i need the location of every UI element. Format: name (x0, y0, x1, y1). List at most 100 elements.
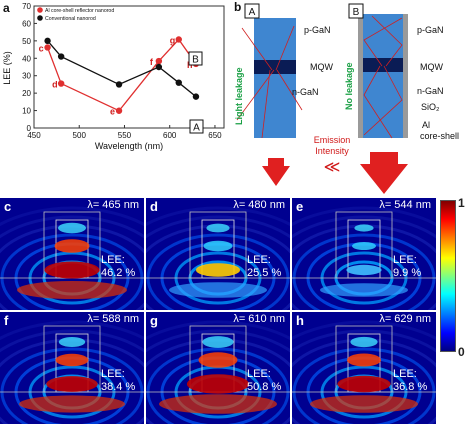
emission-label-line2: Intensity (315, 146, 349, 156)
data-point (155, 63, 163, 71)
legend-marker-conv (37, 15, 43, 21)
hotspot-upper (206, 223, 230, 233)
x-tick-label: 550 (118, 131, 132, 140)
box-label-a-text: A (193, 123, 200, 134)
panel-letter: f (4, 313, 9, 328)
rod-b-label-pgan: p-GaN (417, 25, 444, 35)
lee-value: 25.5 % (247, 267, 282, 279)
hotspot-upper (58, 222, 86, 234)
substrate-glow (310, 395, 418, 413)
field-panel-f: f λ= 588 nm LEE: 38.4 % (0, 312, 144, 424)
hotspot-lower (346, 264, 382, 276)
x-tick-label: 500 (73, 131, 87, 140)
panel-a-letter: a (3, 1, 10, 15)
no-leakage-label: No leakage (344, 62, 354, 110)
box-label-b-text: B (192, 55, 199, 66)
lee-title: LEE: (393, 254, 417, 266)
lee-title: LEE: (101, 368, 125, 380)
hotspot-upper (202, 336, 234, 348)
x-axis-label: Wavelength (nm) (95, 141, 163, 151)
y-axis-label: LEE (%) (2, 51, 12, 85)
hotspot-lower (44, 261, 100, 279)
y-tick-label: 60 (22, 19, 31, 28)
field-panel-g: g λ= 610 nm LEE: 50.8 % (146, 312, 290, 424)
hotspot-middle (203, 240, 233, 252)
data-point (115, 107, 123, 114)
lee-value: 38.4 % (101, 381, 136, 393)
panel-letter: e (296, 199, 304, 214)
legend-marker-al (37, 7, 43, 13)
rod-a-label-pgan: p-GaN (304, 25, 331, 35)
rod-b-label-mqw: MQW (420, 62, 443, 72)
colorbar-max: 1 (458, 196, 465, 210)
panel-letter: c (4, 199, 12, 214)
rod-b-label-sio2: SiO₂ (421, 102, 440, 112)
x-tick-label: 600 (163, 131, 177, 140)
wavelength-label: λ= 544 nm (379, 199, 431, 211)
y-tick-label: 0 (27, 124, 32, 133)
lee-value: 36.8 % (393, 381, 428, 393)
hotspot-upper (58, 337, 86, 347)
data-point (44, 44, 51, 51)
data-point (57, 53, 65, 60)
hotspot-lower (195, 263, 241, 277)
x-tick-label: 450 (27, 131, 41, 140)
lee-label: LEE: 46.2 % (101, 254, 135, 280)
y-tick-label: 40 (22, 54, 31, 63)
light-leakage-label: Light leakage (234, 67, 244, 125)
point-label: g (170, 35, 176, 45)
hotspot-upper (354, 224, 374, 232)
data-point (44, 37, 51, 45)
rod-b-box (348, 3, 364, 19)
light-rays-a (236, 25, 303, 139)
wavelength-label: λ= 480 nm (233, 199, 285, 211)
substrate-glow (320, 283, 408, 297)
y-tick-label: 20 (22, 89, 31, 98)
panel-letter: d (150, 199, 158, 214)
wavelength-label: λ= 588 nm (87, 313, 139, 325)
rod-b-label-core-shell: core-shell (420, 131, 459, 141)
hotspot-lower (186, 374, 250, 394)
point-label: e (110, 107, 115, 117)
lee-value: 50.8 % (247, 381, 282, 393)
compare-symbol: ≪ (324, 159, 341, 176)
wavelength-label: λ= 465 nm (87, 199, 139, 211)
y-tick-label: 10 (22, 107, 31, 116)
lee-title: LEE: (393, 368, 417, 380)
mqw-layer-a (254, 60, 296, 74)
hotspot-upper (350, 336, 378, 348)
axis-ticks: 450 500 550 600 650 0 10 20 30 40 50 60 70 (22, 2, 222, 140)
data-point (115, 81, 123, 88)
panel-letter: h (296, 313, 304, 328)
field-panel-d: d λ= 480 nm LEE: 25.5 % (146, 198, 290, 310)
data-point (175, 36, 182, 43)
wavelength-label: λ= 610 nm (233, 313, 285, 325)
light-rays-b (363, 15, 403, 139)
rod-b-box-text: B (353, 7, 360, 18)
substrate-glow (159, 394, 277, 414)
rod-a-label-mqw: MQW (310, 62, 333, 72)
rod-a-box-text: A (249, 7, 256, 18)
lee-label: LEE: 38.4 % (101, 368, 135, 394)
hotspot-middle (55, 353, 89, 367)
substrate-glow (19, 395, 125, 413)
point-label: d (52, 80, 58, 90)
panel-letter: g (150, 313, 158, 328)
data-point (175, 79, 182, 86)
lee-label: LEE: 9.9 % (393, 254, 421, 280)
nanorod-schematic: b A Light leakage p-GaN MQW n-GaN B No l… (234, 0, 459, 194)
data-series: cdefgh (39, 35, 200, 117)
lee-title: LEE: (247, 368, 271, 380)
data-point (192, 93, 200, 100)
box-label-a (189, 119, 204, 134)
hotspot-middle (352, 242, 376, 250)
point-label: c (39, 43, 44, 53)
lee-value: 9.9 % (393, 267, 422, 279)
rod-a-box (244, 3, 260, 19)
box-label-b (188, 51, 203, 66)
rod-b-label-al: Al (422, 120, 430, 130)
hotspot-lower (46, 376, 98, 392)
emission-arrow-small (262, 158, 290, 186)
panel-b-letter: b (234, 0, 241, 14)
lee-title: LEE: (247, 254, 271, 266)
